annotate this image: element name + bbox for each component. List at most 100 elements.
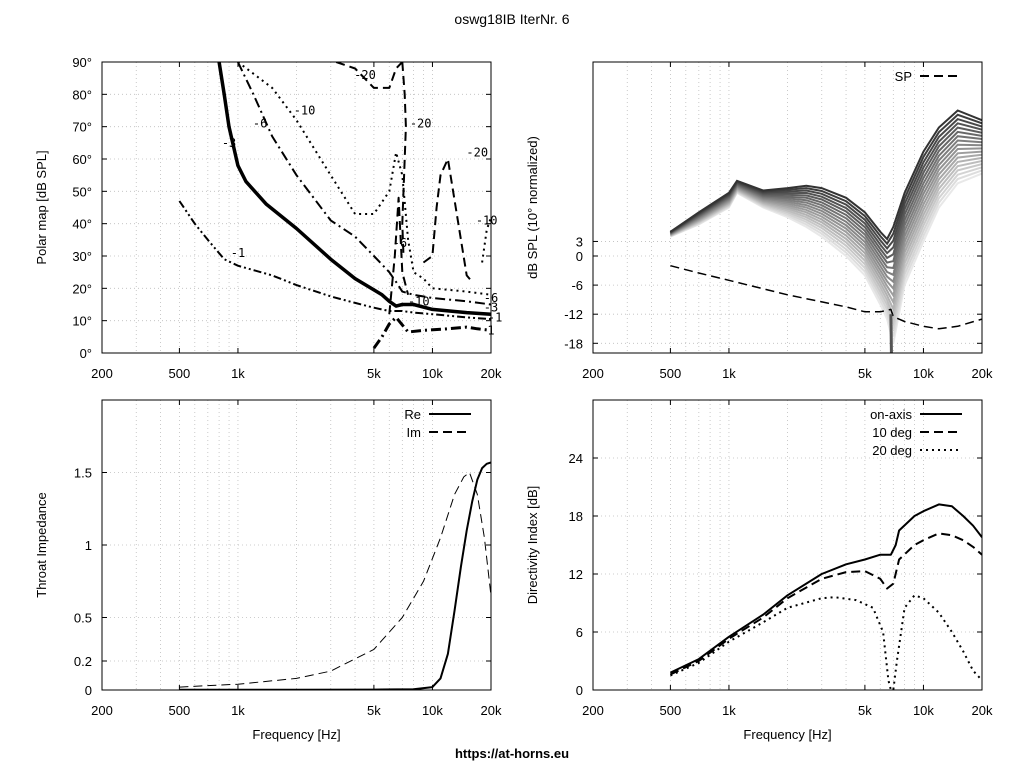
series-line-1 — [178, 200, 491, 321]
x-tick-label: 5k — [858, 703, 872, 718]
x-tick-label: 200 — [91, 703, 113, 718]
legend-label: SP — [895, 69, 912, 84]
x-tick-label: 200 — [582, 366, 604, 381]
impedance-panel: 200 500 1k 5k 10k 20k 0 0.2 0.5 1 1.5 Frequency [Hz… — [34, 399, 502, 742]
y-tick-label: -18 — [564, 336, 583, 351]
contour-label: -6 — [253, 116, 267, 130]
series-line-re — [179, 461, 491, 690]
x-tick-label: 10k — [422, 703, 443, 718]
x-tick-label: 1k — [722, 703, 736, 718]
contour-label: -1 — [231, 246, 245, 260]
y-tick-label: 20° — [72, 281, 92, 296]
y-tick-label: 50° — [72, 184, 92, 199]
y-tick-label: 0 — [576, 249, 583, 264]
series-line-1 — [372, 315, 491, 349]
y-tick-label: 0.5 — [74, 611, 92, 626]
plot-area — [178, 62, 491, 349]
contour-label: -10 — [408, 294, 430, 308]
x-tick-label: 500 — [169, 366, 191, 381]
series-line-20 — [335, 62, 404, 89]
footer-url: https://at-horns.eu — [455, 746, 569, 761]
spl-angle-curve — [669, 109, 982, 241]
y-axis-label: Polar map [dB SPL] — [34, 150, 49, 264]
y-tick-label: 0.2 — [74, 654, 92, 669]
plot-frame — [101, 61, 492, 354]
series-line-on-axis — [669, 503, 982, 674]
directivity-panel: 200 500 1k 5k 10k 20k 0 6 12 18 24 Frequency [Hz] Di… — [525, 399, 993, 742]
y-tick-label: 60° — [72, 152, 92, 167]
y-tick-label: 1 — [85, 538, 92, 553]
plot-area — [669, 109, 982, 353]
y-tick-label: 30° — [72, 249, 92, 264]
x-tick-label: 1k — [231, 366, 245, 381]
grid — [102, 400, 491, 690]
x-tick-label: 200 — [91, 366, 113, 381]
y-tick-label: -12 — [564, 307, 583, 322]
y-tick-label: 70° — [72, 120, 92, 135]
series-line-3 — [217, 62, 491, 316]
legend: Re Im — [404, 407, 471, 440]
y-tick-label: 24 — [569, 451, 583, 466]
contour-label: -20 — [410, 116, 432, 130]
plot-frame — [592, 61, 983, 354]
x-axis-label: Frequency [Hz] — [252, 727, 340, 742]
x-tick-label: 5k — [858, 366, 872, 381]
x-tick-label: 20k — [481, 703, 502, 718]
series-line-20-deg — [669, 594, 982, 690]
y-tick-label: 80° — [72, 87, 92, 102]
x-tick-label: 20k — [972, 366, 993, 381]
series-line-sp — [670, 264, 982, 330]
grid — [593, 62, 982, 353]
legend-label: on-axis — [870, 407, 912, 422]
y-tick-label: 6 — [576, 625, 583, 640]
x-tick-label: 10k — [913, 703, 934, 718]
y-tick-label: -6 — [571, 278, 583, 293]
legend: on-axis 10 deg 20 deg — [870, 407, 962, 458]
y-tick-label: 1.5 — [74, 466, 92, 481]
series-line-10-deg — [669, 532, 982, 676]
x-tick-label: 20k — [972, 703, 993, 718]
y-tick-label: 18 — [569, 509, 583, 524]
contour-label: -10 — [294, 104, 316, 118]
series-line-6 — [236, 62, 491, 306]
series-line-6 — [388, 196, 410, 315]
x-tick-label: 500 — [660, 366, 682, 381]
legend-label: 20 deg — [872, 443, 912, 458]
contour-label: -10 — [476, 213, 498, 227]
x-tick-label: 1k — [722, 366, 736, 381]
x-tick-label: 200 — [582, 703, 604, 718]
x-tick-label: 5k — [367, 703, 381, 718]
x-tick-label: 500 — [660, 703, 682, 718]
series-line-im — [179, 472, 491, 688]
figure-title: oswg18IB IterNr. 6 — [454, 11, 569, 27]
plot-frame — [592, 399, 983, 691]
legend-label: 10 deg — [872, 425, 912, 440]
x-axis-label: Frequency [Hz] — [743, 727, 831, 742]
series-line-extra — [889, 314, 893, 353]
x-tick-label: 10k — [422, 366, 443, 381]
contour-label: -6 — [393, 236, 407, 250]
legend-label: Im — [407, 425, 421, 440]
grid — [102, 62, 491, 353]
series-line-20 — [422, 158, 473, 283]
y-tick-label: 0° — [80, 346, 92, 361]
contour-label: -20 — [354, 68, 376, 82]
x-tick-label: 5k — [367, 366, 381, 381]
x-tick-label: 10k — [913, 366, 934, 381]
x-tick-label: 20k — [481, 366, 502, 381]
contour-label: -3 — [222, 136, 236, 150]
y-axis-label: dB SPL (10° normalized) — [525, 136, 540, 279]
legend: SP — [895, 69, 962, 84]
y-tick-label: 12 — [569, 567, 583, 582]
grid — [593, 400, 982, 690]
y-tick-label: 0 — [576, 683, 583, 698]
contour-label: -1 — [488, 310, 502, 324]
contour-label: -20 — [466, 146, 488, 160]
plot-area — [669, 503, 982, 690]
y-tick-label: 10° — [72, 314, 92, 329]
x-tick-label: 500 — [169, 703, 191, 718]
y-tick-label: 90° — [72, 55, 92, 70]
y-tick-label: 0 — [85, 683, 92, 698]
